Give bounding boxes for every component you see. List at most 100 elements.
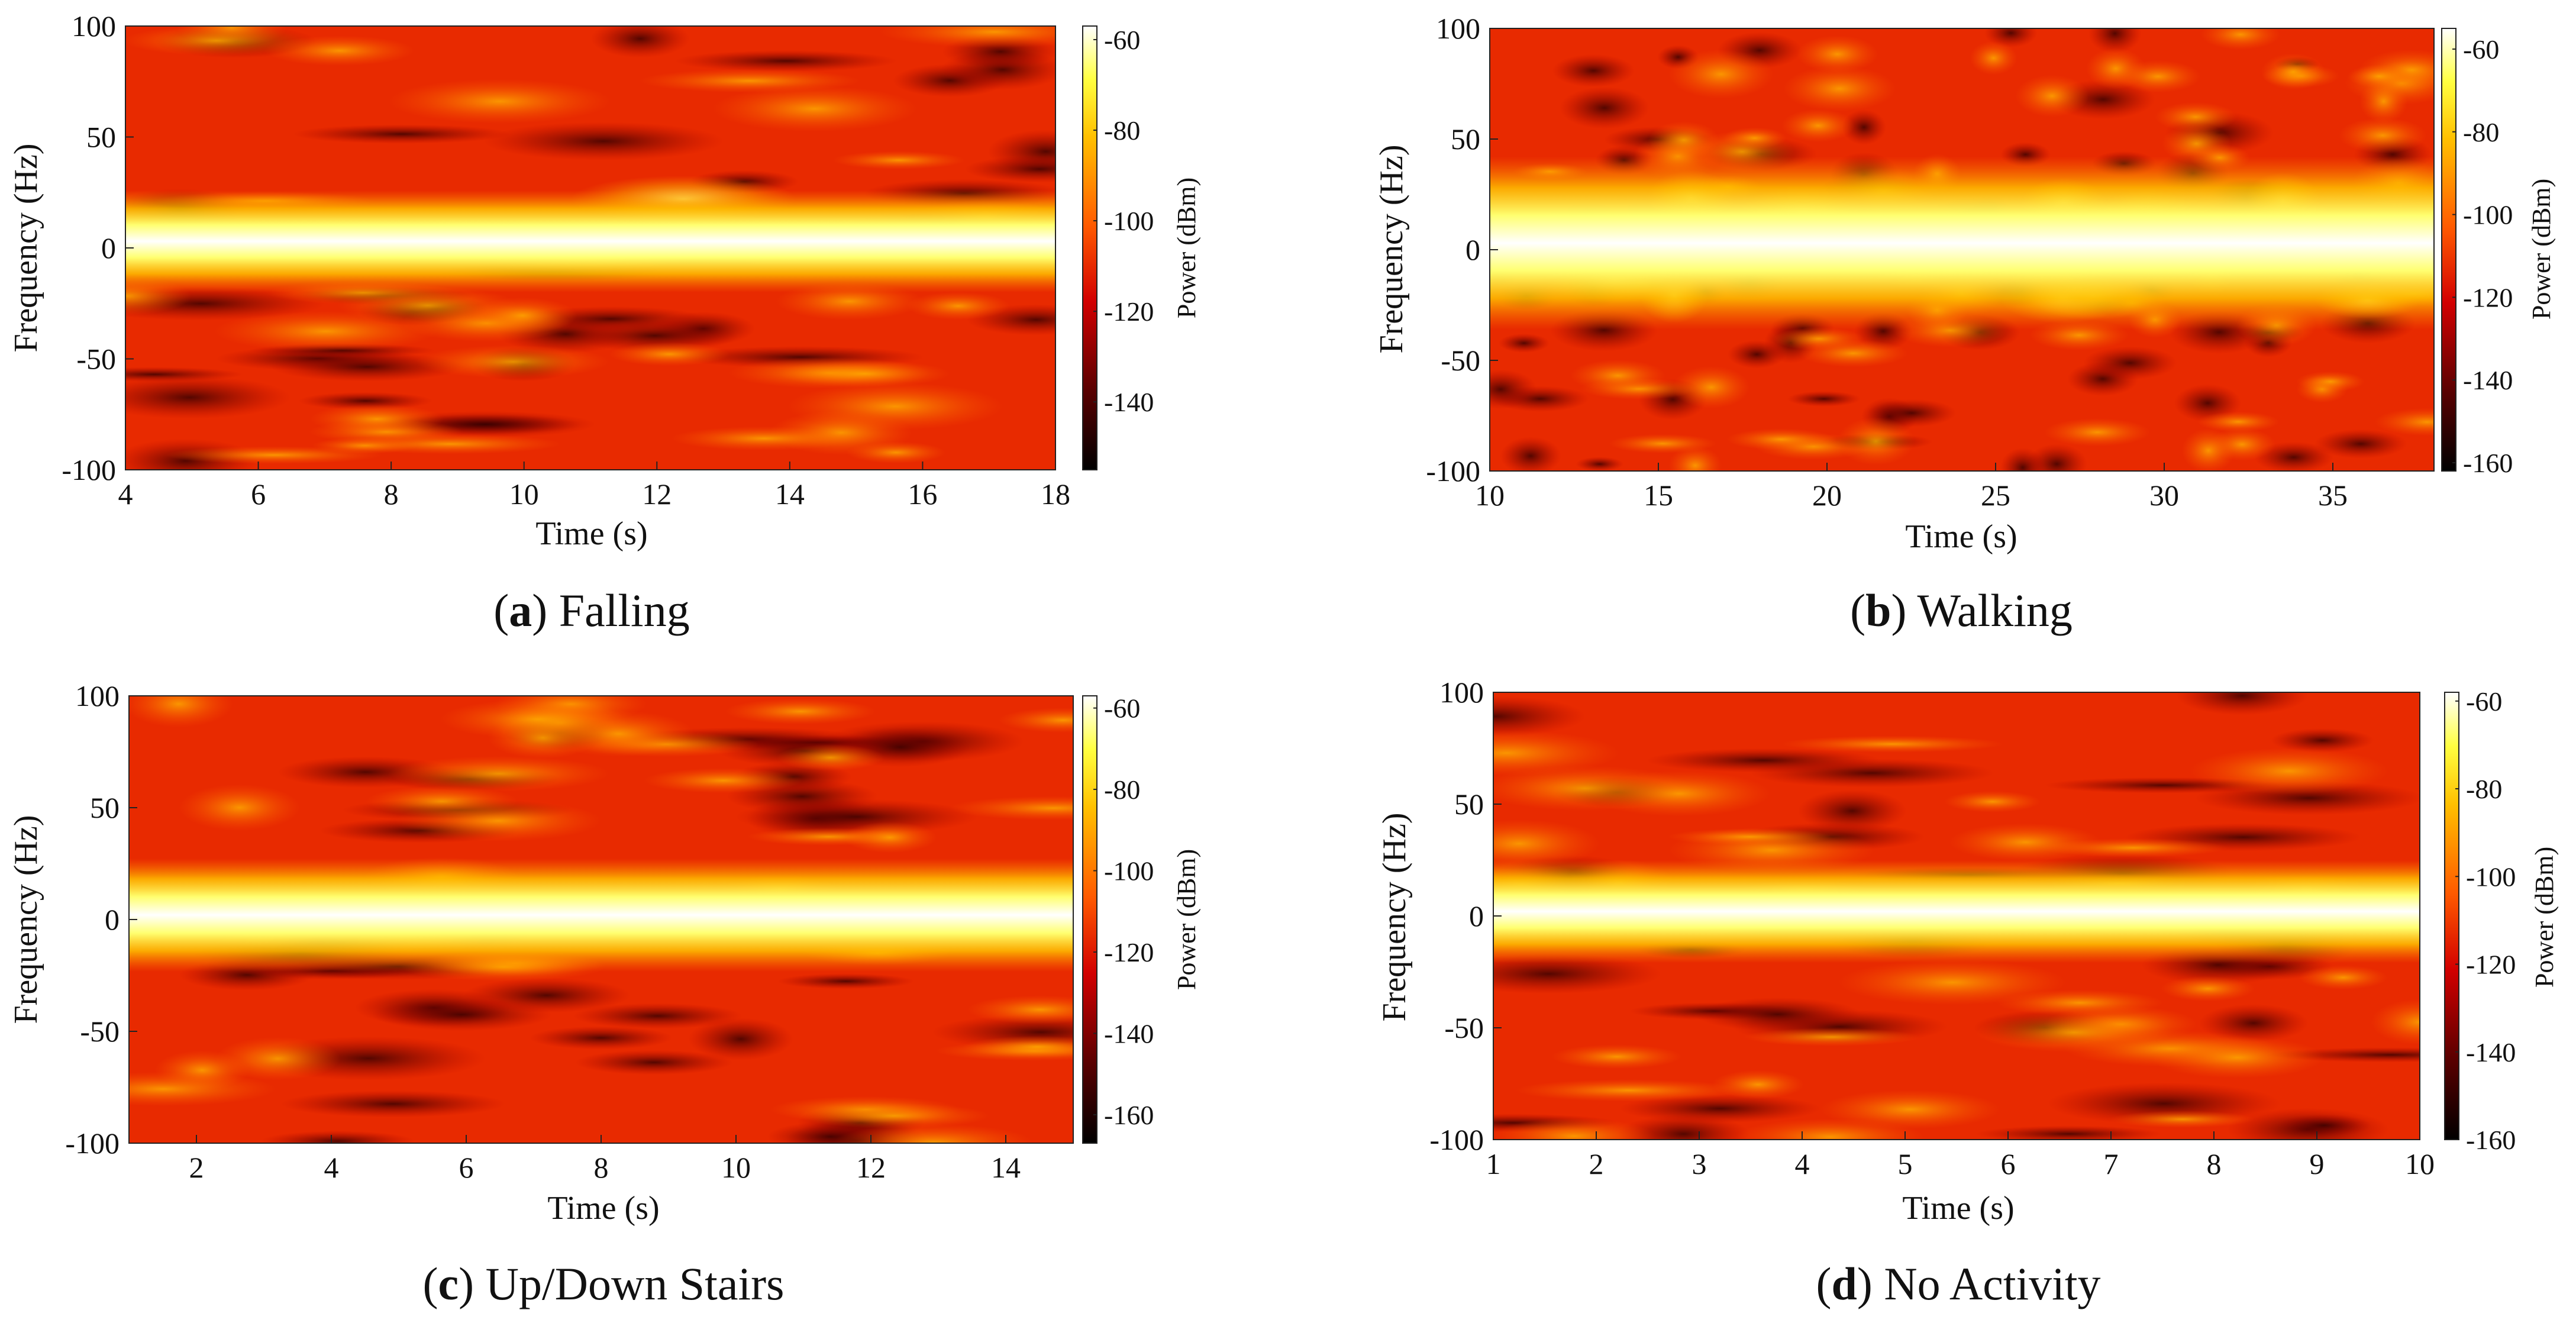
heatmap-texture-a (906, 292, 1011, 320)
heatmap-texture-a (467, 297, 577, 334)
heatmap-texture-c (280, 1090, 506, 1118)
heatmap-texture-b (2181, 428, 2236, 471)
yticks-a: 100 50 0 -50 -100 (62, 9, 134, 486)
ytick-label-c: -100 (65, 1127, 120, 1160)
colorbar-b: -60 -80 -100 -120 -140 -160 (2441, 28, 2513, 478)
xtick-label-a: 14 (775, 478, 805, 511)
heatmap-texture-b (2154, 102, 2237, 132)
heatmap-texture-c (842, 821, 937, 853)
caption-text-c: Up/Down Stairs (486, 1258, 785, 1309)
heatmap-texture-c (260, 1130, 415, 1143)
heatmap-texture-b (2338, 117, 2427, 154)
heatmap-texture-b (2115, 60, 2201, 93)
colorbar-a: -60 -80 -100 -120 -140 (1082, 25, 1154, 470)
yticks-c: 100 50 0 -50 -100 (65, 679, 137, 1160)
heatmap-texture-d (1551, 1044, 1682, 1069)
heatmap-texture-b (1722, 127, 1787, 149)
heatmap-texture-b (1576, 456, 1624, 471)
heatmap-texture-b (1727, 340, 1786, 369)
heatmap-texture-b (2347, 64, 2412, 89)
heatmap-texture-a (832, 151, 966, 170)
heatmap-texture-b (1498, 333, 1550, 353)
heatmap-d (1493, 692, 2420, 1140)
xtick-label-d: 9 (2310, 1147, 2325, 1180)
heatmap-texture-a (125, 26, 311, 56)
heatmap-b (1490, 28, 2434, 471)
heatmap-texture-d (1797, 789, 1907, 833)
heatmap-texture-a (670, 426, 857, 451)
heatmap-texture-d (2161, 976, 2255, 1002)
heatmap-texture-b (1490, 369, 1537, 409)
heatmap-texture-d (1515, 1079, 1744, 1102)
caption-letter-b: b (1865, 585, 1891, 636)
yticks-d: 100 50 0 -50 -100 (1429, 676, 1502, 1156)
heatmap-texture-a (964, 155, 1055, 183)
heatmap-texture-d (2276, 1114, 2372, 1137)
heatmap-texture-c (724, 698, 876, 725)
heatmap-texture-d (1493, 954, 1662, 994)
zero-frequency-band-c (129, 858, 1073, 972)
heatmap-texture-d (1780, 735, 2004, 753)
heatmap-texture-c (529, 1026, 673, 1050)
caption-text-a: Falling (559, 585, 690, 636)
heatmap-texture-b (2314, 429, 2407, 459)
heatmap-texture-d (1996, 989, 2164, 1017)
ytick-label-d: 0 (1469, 899, 1484, 933)
xticks-a: 4 6 8 10 12 14 16 18 (118, 462, 1070, 511)
heatmap-texture-b (2197, 411, 2280, 433)
xtick-label-d: 4 (1795, 1147, 1810, 1180)
xtick-label-a: 18 (1041, 478, 1070, 511)
zero-frequency-band-b (1490, 156, 2434, 330)
colorbar-tick-label-c: -120 (1104, 937, 1154, 967)
heatmap-texture-a (270, 352, 464, 382)
heatmap-texture-c (776, 744, 885, 771)
xtick-label-a: 16 (908, 478, 937, 511)
colorbar-tick-label-c: -100 (1104, 856, 1154, 886)
heatmap-texture-c (643, 767, 803, 793)
ytick-label-a: -50 (76, 343, 116, 376)
heatmap-texture-b (1570, 359, 1666, 392)
colorbar-tick-label-a: -80 (1104, 115, 1140, 146)
colorbar-tick-label-a: -120 (1104, 296, 1154, 327)
colorbar-tick-label-b: -160 (2463, 448, 2513, 478)
heatmap-texture-a (590, 26, 690, 58)
ytick-label-b: 100 (1436, 12, 1480, 45)
colorbar-label-d: Power (dBm) (2530, 847, 2559, 988)
heatmap-texture-b (1609, 434, 1717, 454)
heatmap-texture-c (129, 1072, 277, 1106)
xtick-label-d: 3 (1692, 1147, 1707, 1180)
heatmap-texture-d (2189, 747, 2389, 795)
heatmap-texture-d (1493, 819, 1600, 868)
heatmap-texture-d (1493, 1118, 1656, 1140)
heatmap-texture-b (2200, 28, 2281, 50)
colorbar-tick-label-b: -100 (2463, 200, 2513, 230)
heatmap-texture-d (2150, 1036, 2325, 1079)
ytick-label-d: -100 (1429, 1123, 1484, 1156)
caption-text-d: No Activity (1884, 1258, 2100, 1309)
colorbar-tick-label-c: -140 (1104, 1018, 1154, 1048)
xtick-label-a: 10 (509, 478, 539, 511)
xtick-label-c: 2 (189, 1151, 204, 1184)
heatmap-texture-a (879, 26, 1055, 48)
xtick-label-a: 4 (118, 478, 133, 511)
heatmap-texture-b (1552, 54, 1635, 88)
heatmap-texture-d (2199, 1004, 2309, 1043)
colorbar-tick-label-d: -140 (2466, 1037, 2516, 1067)
ytick-label-d: 100 (1439, 676, 1484, 709)
ytick-label-c: 100 (75, 679, 120, 712)
xtick-label-c: 6 (459, 1151, 474, 1184)
ytick-label-c: 50 (90, 791, 120, 824)
colorbar-tick-label-d: -160 (2466, 1125, 2516, 1155)
xlabel-c: Time (s) (547, 1190, 659, 1227)
xtick-label-d: 1 (1486, 1147, 1501, 1180)
zero-frequency-band-a (125, 190, 1055, 292)
heatmap-texture-a (712, 85, 918, 132)
heatmap-texture-b (2374, 408, 2434, 436)
heatmap-texture-d (1948, 823, 2102, 862)
xticks-d: 1 2 3 4 5 6 7 8 9 10 (1486, 1131, 2435, 1180)
xtick-label-d: 7 (2104, 1147, 2119, 1180)
heatmap-texture-b (2261, 53, 2326, 91)
heatmap-texture-b (1796, 35, 1878, 73)
heatmap-texture-a (388, 79, 611, 124)
xtick-label-b: 15 (1644, 479, 1673, 512)
